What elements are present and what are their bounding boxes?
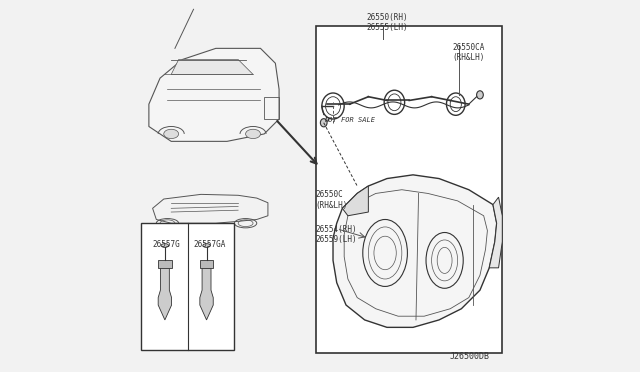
- Text: 26550CA
(RH&LH): 26550CA (RH&LH): [452, 43, 484, 62]
- Polygon shape: [172, 60, 253, 74]
- Ellipse shape: [164, 129, 179, 139]
- Polygon shape: [333, 175, 497, 327]
- Ellipse shape: [161, 244, 168, 247]
- Polygon shape: [158, 268, 172, 320]
- Text: 26557G: 26557G: [152, 240, 180, 249]
- Text: 26557GA: 26557GA: [193, 240, 226, 249]
- Polygon shape: [316, 26, 502, 353]
- Polygon shape: [342, 186, 369, 216]
- Ellipse shape: [246, 129, 260, 139]
- Text: 26550(RH)
26555(LH): 26550(RH) 26555(LH): [367, 13, 408, 32]
- Polygon shape: [489, 197, 502, 268]
- Polygon shape: [158, 260, 172, 268]
- Text: NOT FOR SALE: NOT FOR SALE: [324, 117, 375, 123]
- Polygon shape: [200, 268, 213, 320]
- Ellipse shape: [477, 91, 483, 99]
- Ellipse shape: [203, 244, 211, 247]
- Text: 26554(RH)
26559(LH): 26554(RH) 26559(LH): [315, 225, 356, 244]
- Polygon shape: [141, 223, 234, 350]
- Text: J26500DB: J26500DB: [449, 352, 489, 361]
- Polygon shape: [200, 260, 213, 268]
- Text: 26550C
(RH&LH): 26550C (RH&LH): [315, 190, 348, 210]
- Polygon shape: [149, 48, 279, 141]
- Ellipse shape: [321, 119, 327, 127]
